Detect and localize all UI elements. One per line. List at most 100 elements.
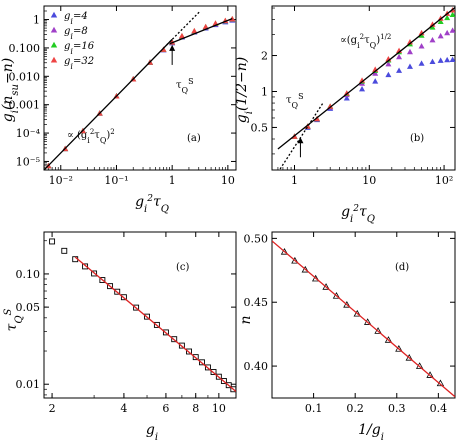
data-point-g-i-32 <box>191 27 198 34</box>
x-tick-label: 10 <box>221 174 235 187</box>
panel-d-ylabel: n <box>238 315 254 324</box>
panel-a-ylabel: gi(nsu−n) <box>0 58 21 122</box>
legend-marker <box>50 26 58 33</box>
annotation-arrowhead <box>297 137 304 144</box>
panel-c-tag: (c) <box>176 262 190 273</box>
fit-line <box>74 256 236 392</box>
plot-area <box>49 238 236 393</box>
x-tick-label: 0.3 <box>388 402 406 415</box>
data-point-triangle <box>405 353 413 361</box>
panel-a-tag: (a) <box>187 133 201 144</box>
y-tick-label: 0.05 <box>16 301 41 314</box>
panel-c-xlabel: gi <box>146 422 158 442</box>
panel-b-tau-annotation: τQS <box>286 92 304 110</box>
panel-d: n 1/gi (d) 0.1 0.2 0.3 0.4 0.40 0.45 0.50 <box>238 231 456 442</box>
x-tick-label: 8 <box>192 402 199 415</box>
data-point-g-i-32 <box>429 21 436 27</box>
data-point-square <box>225 382 232 389</box>
data-point-square <box>144 313 150 320</box>
data-point-g-i-32 <box>327 103 334 109</box>
data-point-g-i-4 <box>359 85 366 92</box>
legend-label: gi=8 <box>64 26 88 41</box>
data-point-g-i-8 <box>418 43 425 49</box>
data-point-square <box>230 386 236 393</box>
legend-marker <box>50 56 58 63</box>
data-point-square <box>49 238 56 245</box>
data-point-g-i-8 <box>406 48 413 55</box>
data-point-square <box>171 336 178 343</box>
x-tick-label: 2 <box>49 402 56 415</box>
data-point-g-i-4 <box>437 57 444 63</box>
data-point-square <box>199 359 205 366</box>
data-point-g-i-16 <box>429 24 436 30</box>
x-tick-label: 10 <box>362 174 376 187</box>
x-tick-label: 10 <box>212 402 226 415</box>
data-point-g-i-4 <box>396 67 403 73</box>
panel-a-xlabel: gi2τQ <box>135 194 169 215</box>
fit-line <box>277 7 455 150</box>
data-point-g-i-32 <box>202 23 209 30</box>
data-point-g-i-16 <box>437 18 444 24</box>
legend-marker <box>50 11 58 18</box>
y-tick-label: 10⁻⁴ <box>16 127 41 140</box>
data-point-triangle <box>343 300 351 308</box>
asymptote-line <box>169 17 233 45</box>
data-point-square <box>186 348 192 355</box>
y-tick-label: 1 <box>261 85 268 98</box>
c-frame <box>43 231 237 399</box>
fit-line <box>44 38 173 170</box>
x-tick-label: 4 <box>120 402 127 415</box>
data-point-square <box>178 342 185 349</box>
data-point-g-i-8 <box>444 29 451 36</box>
data-point-g-i-16 <box>444 14 451 21</box>
data-point-square <box>204 364 211 371</box>
y-tick-label: 0.01 <box>16 378 41 391</box>
y-tick-label: 0.001 <box>9 99 41 112</box>
data-point-g-i-32 <box>343 90 350 96</box>
plot-area <box>277 7 455 170</box>
data-point-square <box>133 304 140 311</box>
data-point-square <box>210 369 217 375</box>
d-frame <box>271 231 456 399</box>
panel-b: gi(1/2−n) gi2τQ ∝(gi2τQ)1/2 τQS (b) 1 10 1… <box>234 5 456 225</box>
y-tick-label: 0.45 <box>244 296 269 309</box>
data-point-g-i-32 <box>178 32 185 39</box>
data-point-square <box>215 373 222 380</box>
y-tick-label: 0.50 <box>244 232 269 245</box>
x-tick-label: 0.2 <box>346 402 364 415</box>
annotation-arrowhead <box>169 44 176 51</box>
panel-c: τQS gi (c) 2 4 6 8 100.010.050.10 <box>3 231 237 442</box>
data-point-square <box>82 263 89 270</box>
data-point-g-i-8 <box>385 60 392 67</box>
data-point-g-i-8 <box>429 36 436 43</box>
data-point-triangle <box>353 309 361 317</box>
x-tick-label: 1 <box>169 174 176 187</box>
data-point-g-i-32 <box>418 29 425 36</box>
x-tick-label: 0.1 <box>305 402 323 415</box>
data-point-square <box>192 354 199 361</box>
a-frame <box>43 5 237 171</box>
b-frame <box>271 5 456 171</box>
data-point-g-i-8 <box>396 53 403 60</box>
data-point-g-i-8 <box>449 27 455 33</box>
data-point-g-i-8 <box>437 32 444 39</box>
data-point-g-i-4 <box>343 95 350 101</box>
x-tick-label: 0.4 <box>430 402 448 415</box>
panel-b-ylabel: gi(1/2−n) <box>234 57 255 123</box>
y-tick-label: 1 <box>33 14 40 27</box>
data-point-square <box>107 283 114 290</box>
panel-b-tag: (b) <box>410 133 424 144</box>
x-tick-label: 10² <box>435 174 453 187</box>
fit-line <box>272 240 455 398</box>
x-tick-label: 6 <box>162 402 169 415</box>
y-tick-label: 0.100 <box>9 42 41 55</box>
data-point-g-i-8 <box>372 70 379 76</box>
y-tick-label: 0.5 <box>251 121 269 134</box>
legend-label: gi=4 <box>64 11 88 26</box>
data-point-g-i-4 <box>429 58 436 64</box>
data-point-g-i-32 <box>229 15 236 22</box>
data-point-triangle <box>291 256 299 264</box>
data-point-square <box>61 247 68 254</box>
data-point-square <box>162 329 169 336</box>
